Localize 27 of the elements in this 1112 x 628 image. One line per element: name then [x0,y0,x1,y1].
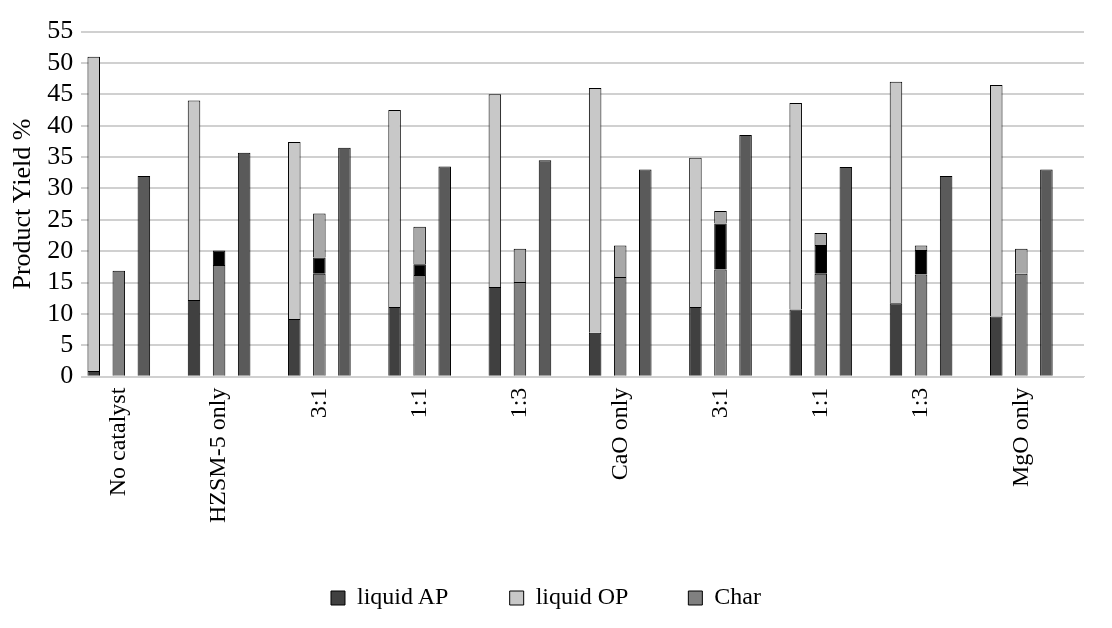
y-tick-label: 30 [47,172,74,202]
y-tick-label: 25 [47,203,74,233]
y-tick-label: 55 [47,15,74,45]
bar [714,223,727,270]
y-tick-label: 5 [60,329,74,359]
x-tick-label: 3:1 [705,387,732,419]
y-tick-label: 50 [47,46,74,76]
legend-label: liquid AP [356,583,449,610]
y-tick-label: 10 [47,297,74,327]
x-tick-label: 1:3 [505,387,532,419]
y-tick-label: 0 [60,360,74,390]
x-tick-label: 1:1 [806,387,833,419]
y-tick-label: 20 [47,235,74,265]
x-tick-label: 3:1 [304,387,331,419]
x-tick-label: HZSM-5 only [204,387,231,523]
x-tick-label: MgO only [1006,387,1033,487]
x-tick-label: 1:1 [404,387,431,419]
x-tick-label: CaO only [605,387,632,481]
legend-label: Char [714,583,762,610]
y-axis-title: Product Yield % [7,118,37,290]
x-tick-label: No catalyst [104,387,131,497]
y-tick-label: 45 [47,78,74,108]
y-tick-label: 40 [47,109,74,139]
y-tick-label: 35 [47,140,74,170]
x-tick-label: 1:3 [906,387,933,419]
legend-label: liquid OP [535,583,629,610]
y-tick-label: 15 [47,266,74,296]
